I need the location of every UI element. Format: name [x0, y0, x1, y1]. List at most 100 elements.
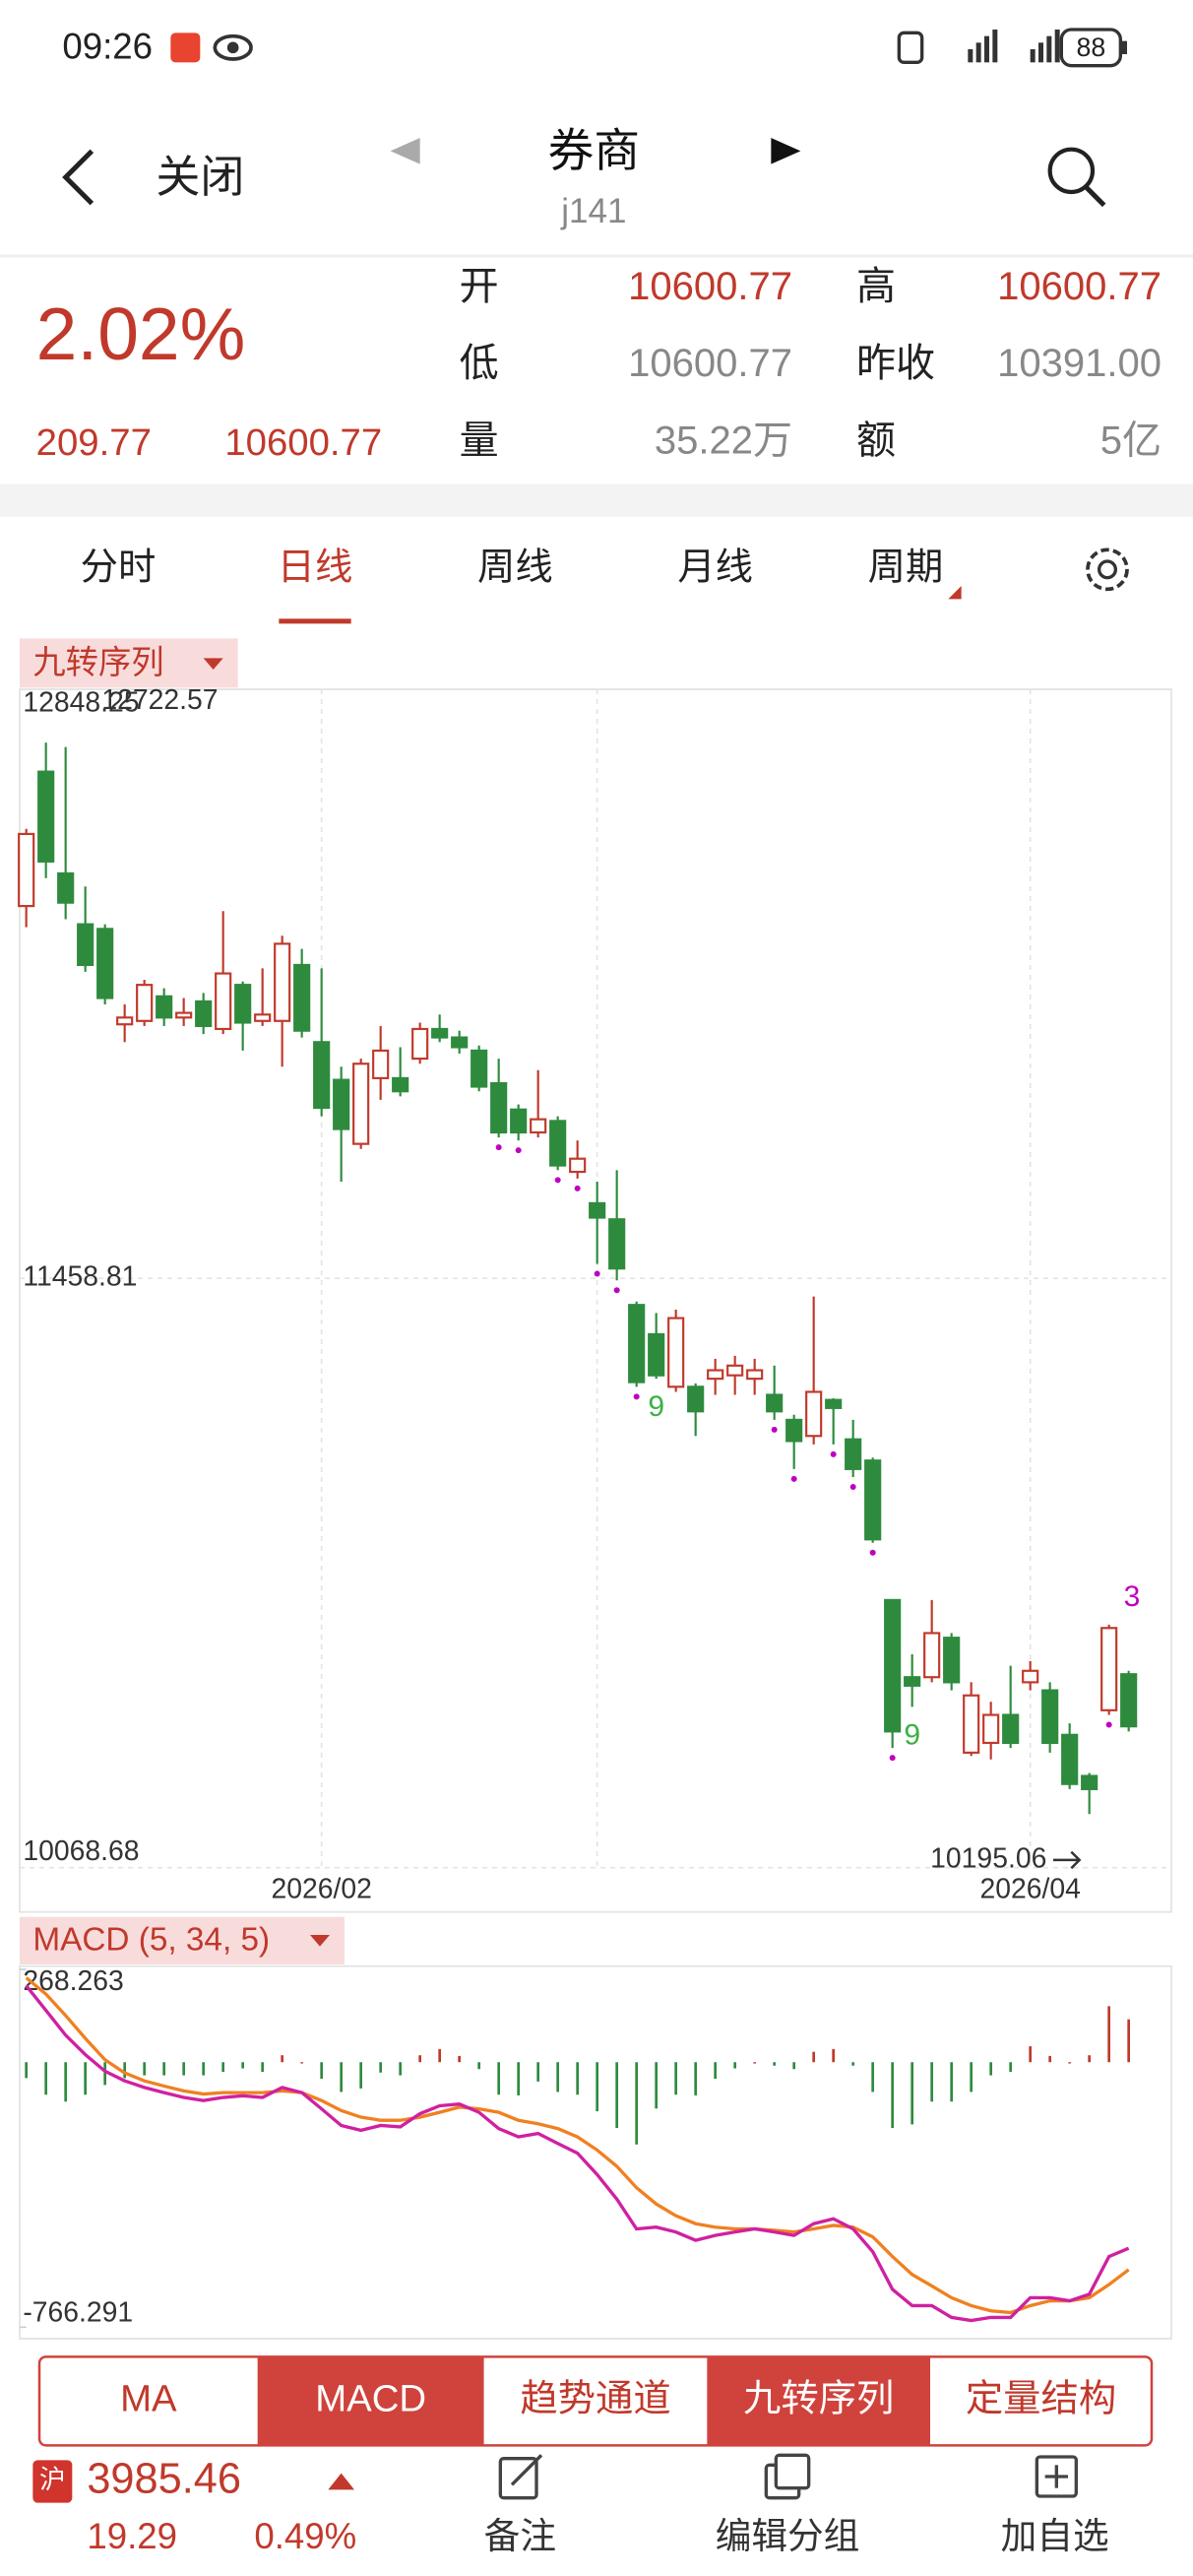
indicator-button-label[interactable]: 九转序列: [743, 2377, 894, 2419]
indicator-button[interactable]: [930, 2356, 1152, 2446]
macd-tag[interactable]: [20, 1916, 345, 1964]
search-button[interactable]: [1047, 147, 1106, 208]
indicator-buttons: MA MACD 趋势通道 九转序列 定量结构: [37, 2355, 1154, 2447]
indicator-button-label[interactable]: MA: [120, 2377, 177, 2419]
tab[interactable]: 月线: [677, 546, 753, 588]
back-button[interactable]: [62, 149, 94, 206]
indicator-button[interactable]: [707, 2356, 930, 2446]
candle-body: [628, 1304, 646, 1384]
signal-dot: [574, 1185, 581, 1191]
low-marker: 10195.06: [930, 1842, 1046, 1874]
candle-body: [1120, 1673, 1138, 1728]
tab[interactable]: 分时: [81, 546, 157, 588]
dropdown-arrow: [310, 1935, 330, 1947]
candle-body: [687, 1385, 705, 1413]
tab[interactable]: 日线: [278, 546, 353, 588]
indicator-button[interactable]: [39, 2356, 258, 2446]
candle-body: [884, 1598, 902, 1733]
candle-body: [845, 1438, 862, 1470]
indicator-button[interactable]: [257, 2356, 484, 2446]
candle-body: [471, 1049, 488, 1088]
prev-arrow[interactable]: [390, 138, 420, 164]
field-label: 高: [856, 265, 896, 308]
field-value: 35.22万: [655, 419, 792, 463]
candle-body: [1022, 1669, 1039, 1684]
signal-dot: [849, 1484, 856, 1491]
candle-body: [746, 1369, 764, 1381]
add-icon[interactable]: [1035, 2455, 1078, 2498]
candle-body: [943, 1637, 961, 1684]
tab-underline: [279, 618, 351, 624]
candle-body: [549, 1120, 567, 1167]
tab[interactable]: 周线: [477, 546, 553, 588]
candle-body: [116, 1016, 134, 1026]
candle-body: [608, 1218, 626, 1270]
candle-body: [293, 963, 311, 1032]
next-arrow[interactable]: [771, 138, 801, 164]
field-label: 昨收: [856, 342, 935, 385]
page-title: 券商: [548, 125, 640, 176]
app-icon: [170, 32, 201, 63]
indicator-button-label[interactable]: 趋势通道: [520, 2377, 670, 2419]
candle-body: [57, 871, 75, 904]
candle-body: [1002, 1713, 1020, 1745]
candle-body: [136, 984, 154, 1022]
section-gap: [0, 483, 1193, 518]
candle-body: [785, 1418, 803, 1443]
change-pct: 2.02%: [36, 292, 246, 375]
index-pct: 0.49%: [254, 2516, 356, 2556]
candle-body: [37, 770, 55, 863]
candle-body: [18, 832, 35, 908]
indicator-button-label[interactable]: MACD: [315, 2377, 426, 2419]
candle-body: [864, 1459, 882, 1541]
market-badge: [32, 2460, 73, 2503]
note-action[interactable]: 备注: [484, 2516, 556, 2556]
quote-fields: 开 10600.77 高 10600.77 低 10600.77 昨收 10391.00 量 35…: [460, 265, 1162, 463]
candle-body: [195, 999, 213, 1028]
index-change: 19.29: [87, 2516, 177, 2556]
macd-frame: [19, 1964, 1172, 2340]
low-arrow: [1052, 1850, 1082, 1870]
signal-dot: [594, 1270, 600, 1277]
group-icon[interactable]: [764, 2453, 811, 2500]
field-value: 10391.00: [997, 342, 1162, 385]
page-subtitle: j141: [560, 192, 626, 230]
settings-button[interactable]: [1086, 547, 1129, 592]
note-icon[interactable]: [498, 2454, 543, 2500]
indicator-button[interactable]: [483, 2356, 708, 2446]
field-label: 开: [460, 265, 499, 308]
add-action[interactable]: 加自选: [1001, 2516, 1109, 2556]
group-action[interactable]: 编辑分组: [716, 2516, 860, 2556]
candle-body: [411, 1027, 429, 1061]
candle-body: [234, 984, 252, 1024]
candle-body: [333, 1078, 350, 1130]
candle-body: [392, 1076, 409, 1093]
signal-label: 9: [904, 1718, 920, 1751]
candle-body: [451, 1036, 469, 1049]
indicator-tag-label: 九转序列: [32, 645, 163, 681]
field-value: 5亿: [1100, 419, 1162, 463]
signal-icons: [897, 30, 1060, 65]
indicator-tag[interactable]: [20, 638, 238, 688]
tab[interactable]: 周期: [868, 546, 944, 588]
battery: [1059, 28, 1122, 68]
signal-dot: [830, 1450, 837, 1457]
candle-body: [274, 942, 291, 1022]
indicator-button-label[interactable]: 定量结构: [966, 2377, 1116, 2419]
candle-body: [667, 1317, 685, 1388]
field-value: 10600.77: [628, 342, 792, 385]
y-tick-label: 268.263: [23, 1965, 123, 1997]
close-button[interactable]: 关闭: [156, 152, 244, 202]
candle-body: [490, 1081, 508, 1134]
signal-dot: [515, 1147, 522, 1154]
candle-body: [352, 1063, 370, 1145]
candle-body: [825, 1398, 843, 1409]
candle-body: [726, 1364, 744, 1377]
change: 209.77: [36, 421, 152, 464]
signal-dot: [554, 1177, 561, 1184]
candle-body: [313, 1041, 331, 1110]
candle-body: [1100, 1627, 1118, 1711]
candle-body: [963, 1694, 980, 1754]
